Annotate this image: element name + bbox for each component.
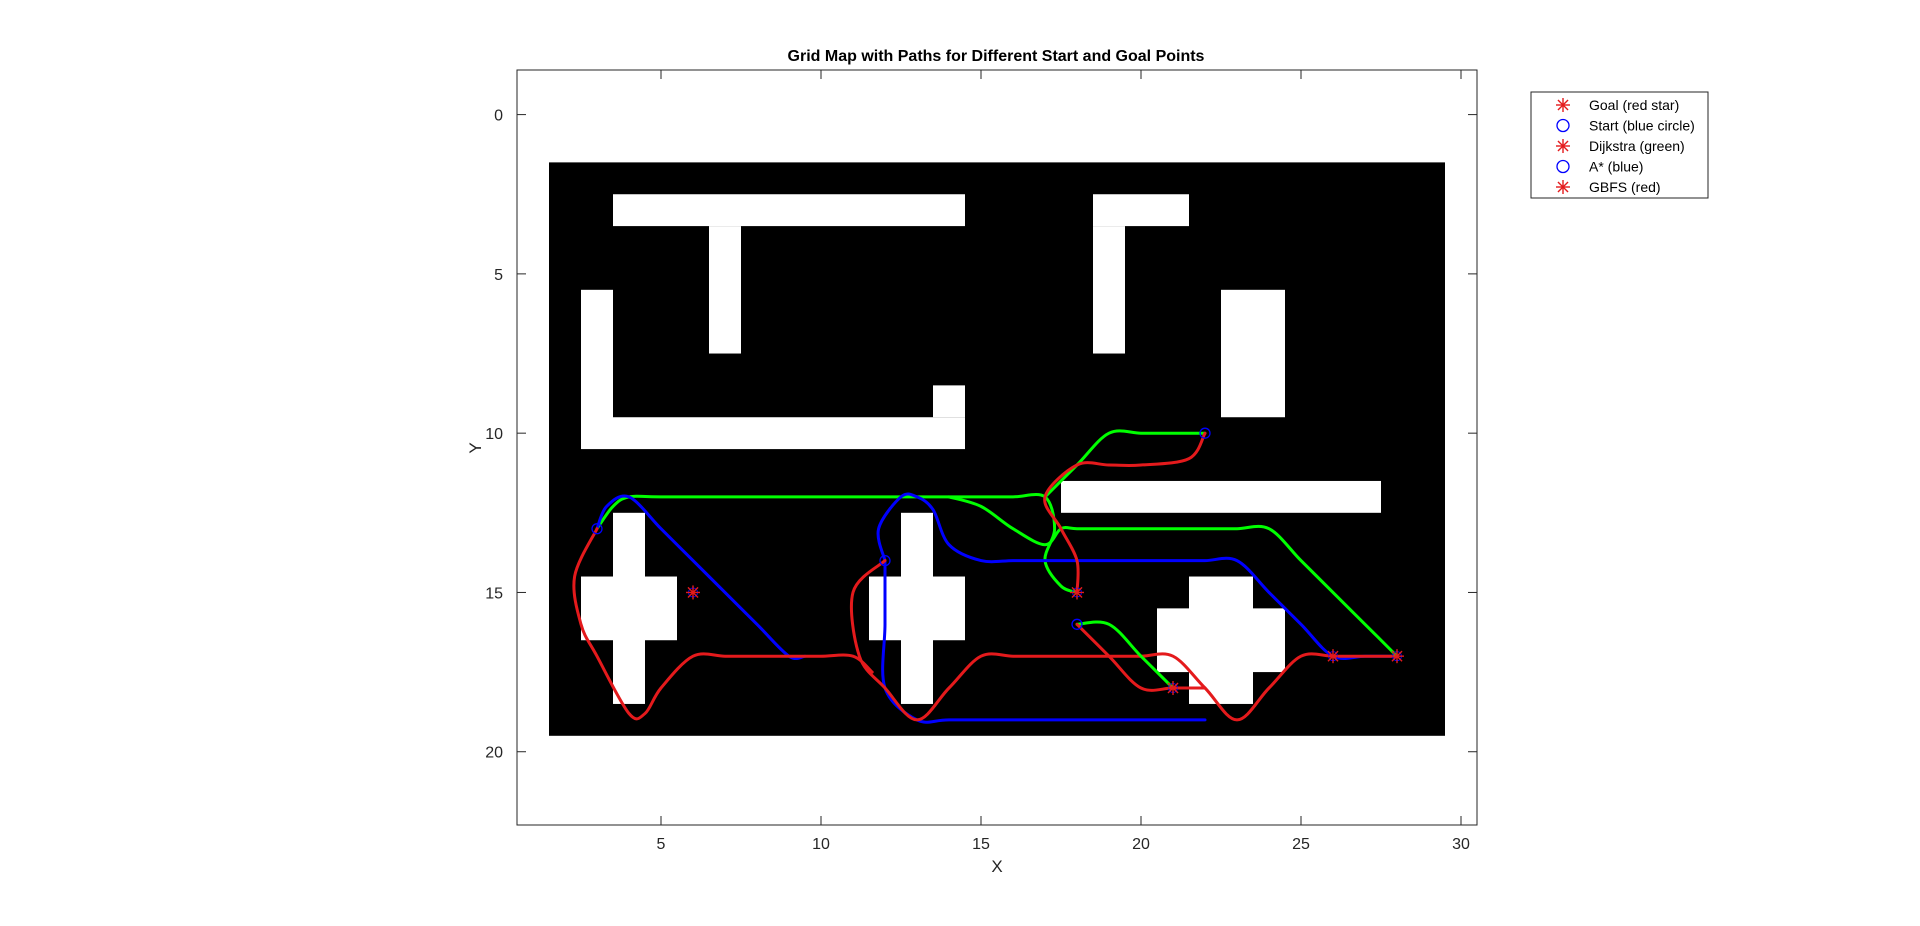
legend-label: Dijkstra (green) (1589, 138, 1685, 154)
x-tick-label: 10 (812, 836, 830, 853)
y-axis-label: Y (466, 442, 485, 453)
legend-label: Start (blue circle) (1589, 118, 1695, 134)
goal-point-marker (686, 585, 700, 599)
goal-point-marker (1166, 681, 1180, 695)
obstacle-block (1157, 608, 1285, 672)
plot-area (517, 70, 1477, 825)
legend-marker-star (1556, 98, 1570, 112)
obstacle-block (1061, 481, 1381, 513)
y-tick-label: 10 (485, 426, 503, 443)
x-tick-label: 25 (1292, 836, 1310, 853)
x-axis-label: X (991, 857, 1002, 876)
goal-point-marker (1070, 585, 1084, 599)
obstacle-block (1093, 226, 1125, 353)
obstacle-block (1093, 194, 1189, 226)
obstacle-block (933, 385, 965, 417)
goal-point-marker (1326, 649, 1340, 663)
obstacle-block (613, 194, 965, 226)
y-tick-label: 20 (485, 745, 503, 762)
y-tick-label: 0 (494, 108, 503, 125)
grid-map (549, 162, 1445, 735)
legend-label: GBFS (red) (1589, 179, 1661, 195)
obstacle-block (1221, 290, 1285, 417)
chart-title: Grid Map with Paths for Different Start … (788, 48, 1205, 65)
obstacle-block (581, 290, 613, 449)
legend-label: Goal (red star) (1589, 97, 1679, 113)
obstacle-block (709, 226, 741, 353)
goal-point-marker (1390, 649, 1404, 663)
y-tick-label: 15 (485, 585, 503, 602)
obstacle-block (581, 577, 677, 641)
obstacle-block (613, 417, 965, 449)
legend-label: A* (blue) (1589, 159, 1643, 175)
x-tick-label: 20 (1132, 836, 1150, 853)
legend-marker-star (1556, 139, 1570, 153)
x-tick-label: 15 (972, 836, 990, 853)
y-tick-label: 5 (494, 267, 503, 284)
x-tick-label: 30 (1452, 836, 1470, 853)
legend: Goal (red star) Start (blue circle) Dijkst… (1531, 92, 1708, 198)
legend-marker-star (1556, 180, 1570, 194)
x-tick-label: 5 (657, 836, 666, 853)
